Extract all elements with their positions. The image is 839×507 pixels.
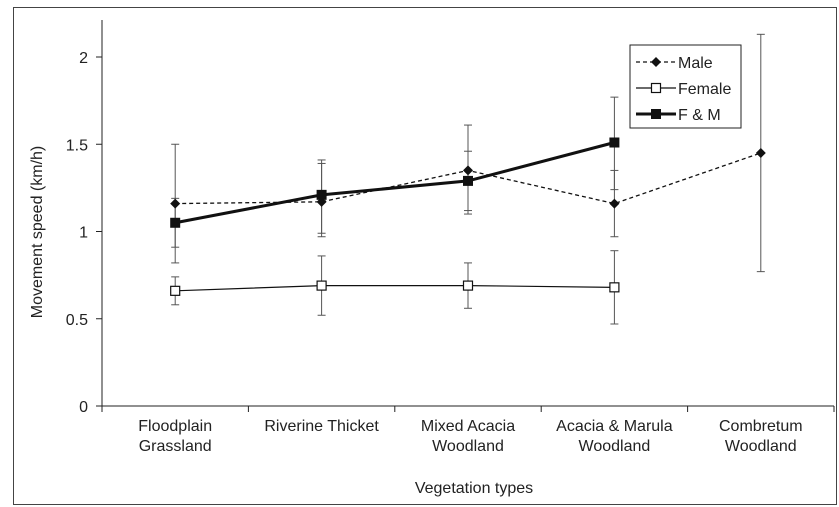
x-category-label: Mixed Acacia Woodland [421,418,515,455]
data-point [170,217,181,228]
data-point [609,137,620,148]
data-point [755,147,766,158]
data-point [462,280,474,291]
y-tick-label: 1 [79,225,88,242]
y-tick-label: 0 [79,399,88,416]
axes: 0 0.5 1 1.5 2 Floodplain Grassland Riverine Thi… [66,20,835,455]
data-point [463,165,473,176]
y-tick-label: 2 [79,50,88,67]
legend-label: F & M [678,107,721,124]
y-axis-title: Movement speed (km/h) [29,146,46,319]
x-category-label: Combretum Woodland [719,418,803,455]
data-point [170,285,181,296]
series-markers [170,137,766,296]
x-category-label: Acacia & Marula Woodland [556,418,673,455]
legend-marker [651,57,661,67]
x-category-label: Floodplain Grassland [138,418,212,455]
legend-label: Female [678,81,731,98]
legend-marker [650,82,662,94]
data-point [316,280,327,291]
x-category-label: Riverine Thicket [264,418,379,435]
legend-label: Male [678,55,713,72]
data-point [170,198,181,209]
data-point [609,282,620,293]
data-point [316,189,327,200]
series-line-f-m [174,141,615,225]
legend: Male Female F & M [629,44,742,129]
data-point [609,198,620,209]
y-tick-label: 1.5 [66,137,88,154]
data-point [463,175,473,186]
series-line-female [175,284,615,292]
y-tick-label: 0.5 [66,312,88,329]
legend-marker [651,109,661,119]
x-axis-title: Vegetation types [415,480,533,497]
